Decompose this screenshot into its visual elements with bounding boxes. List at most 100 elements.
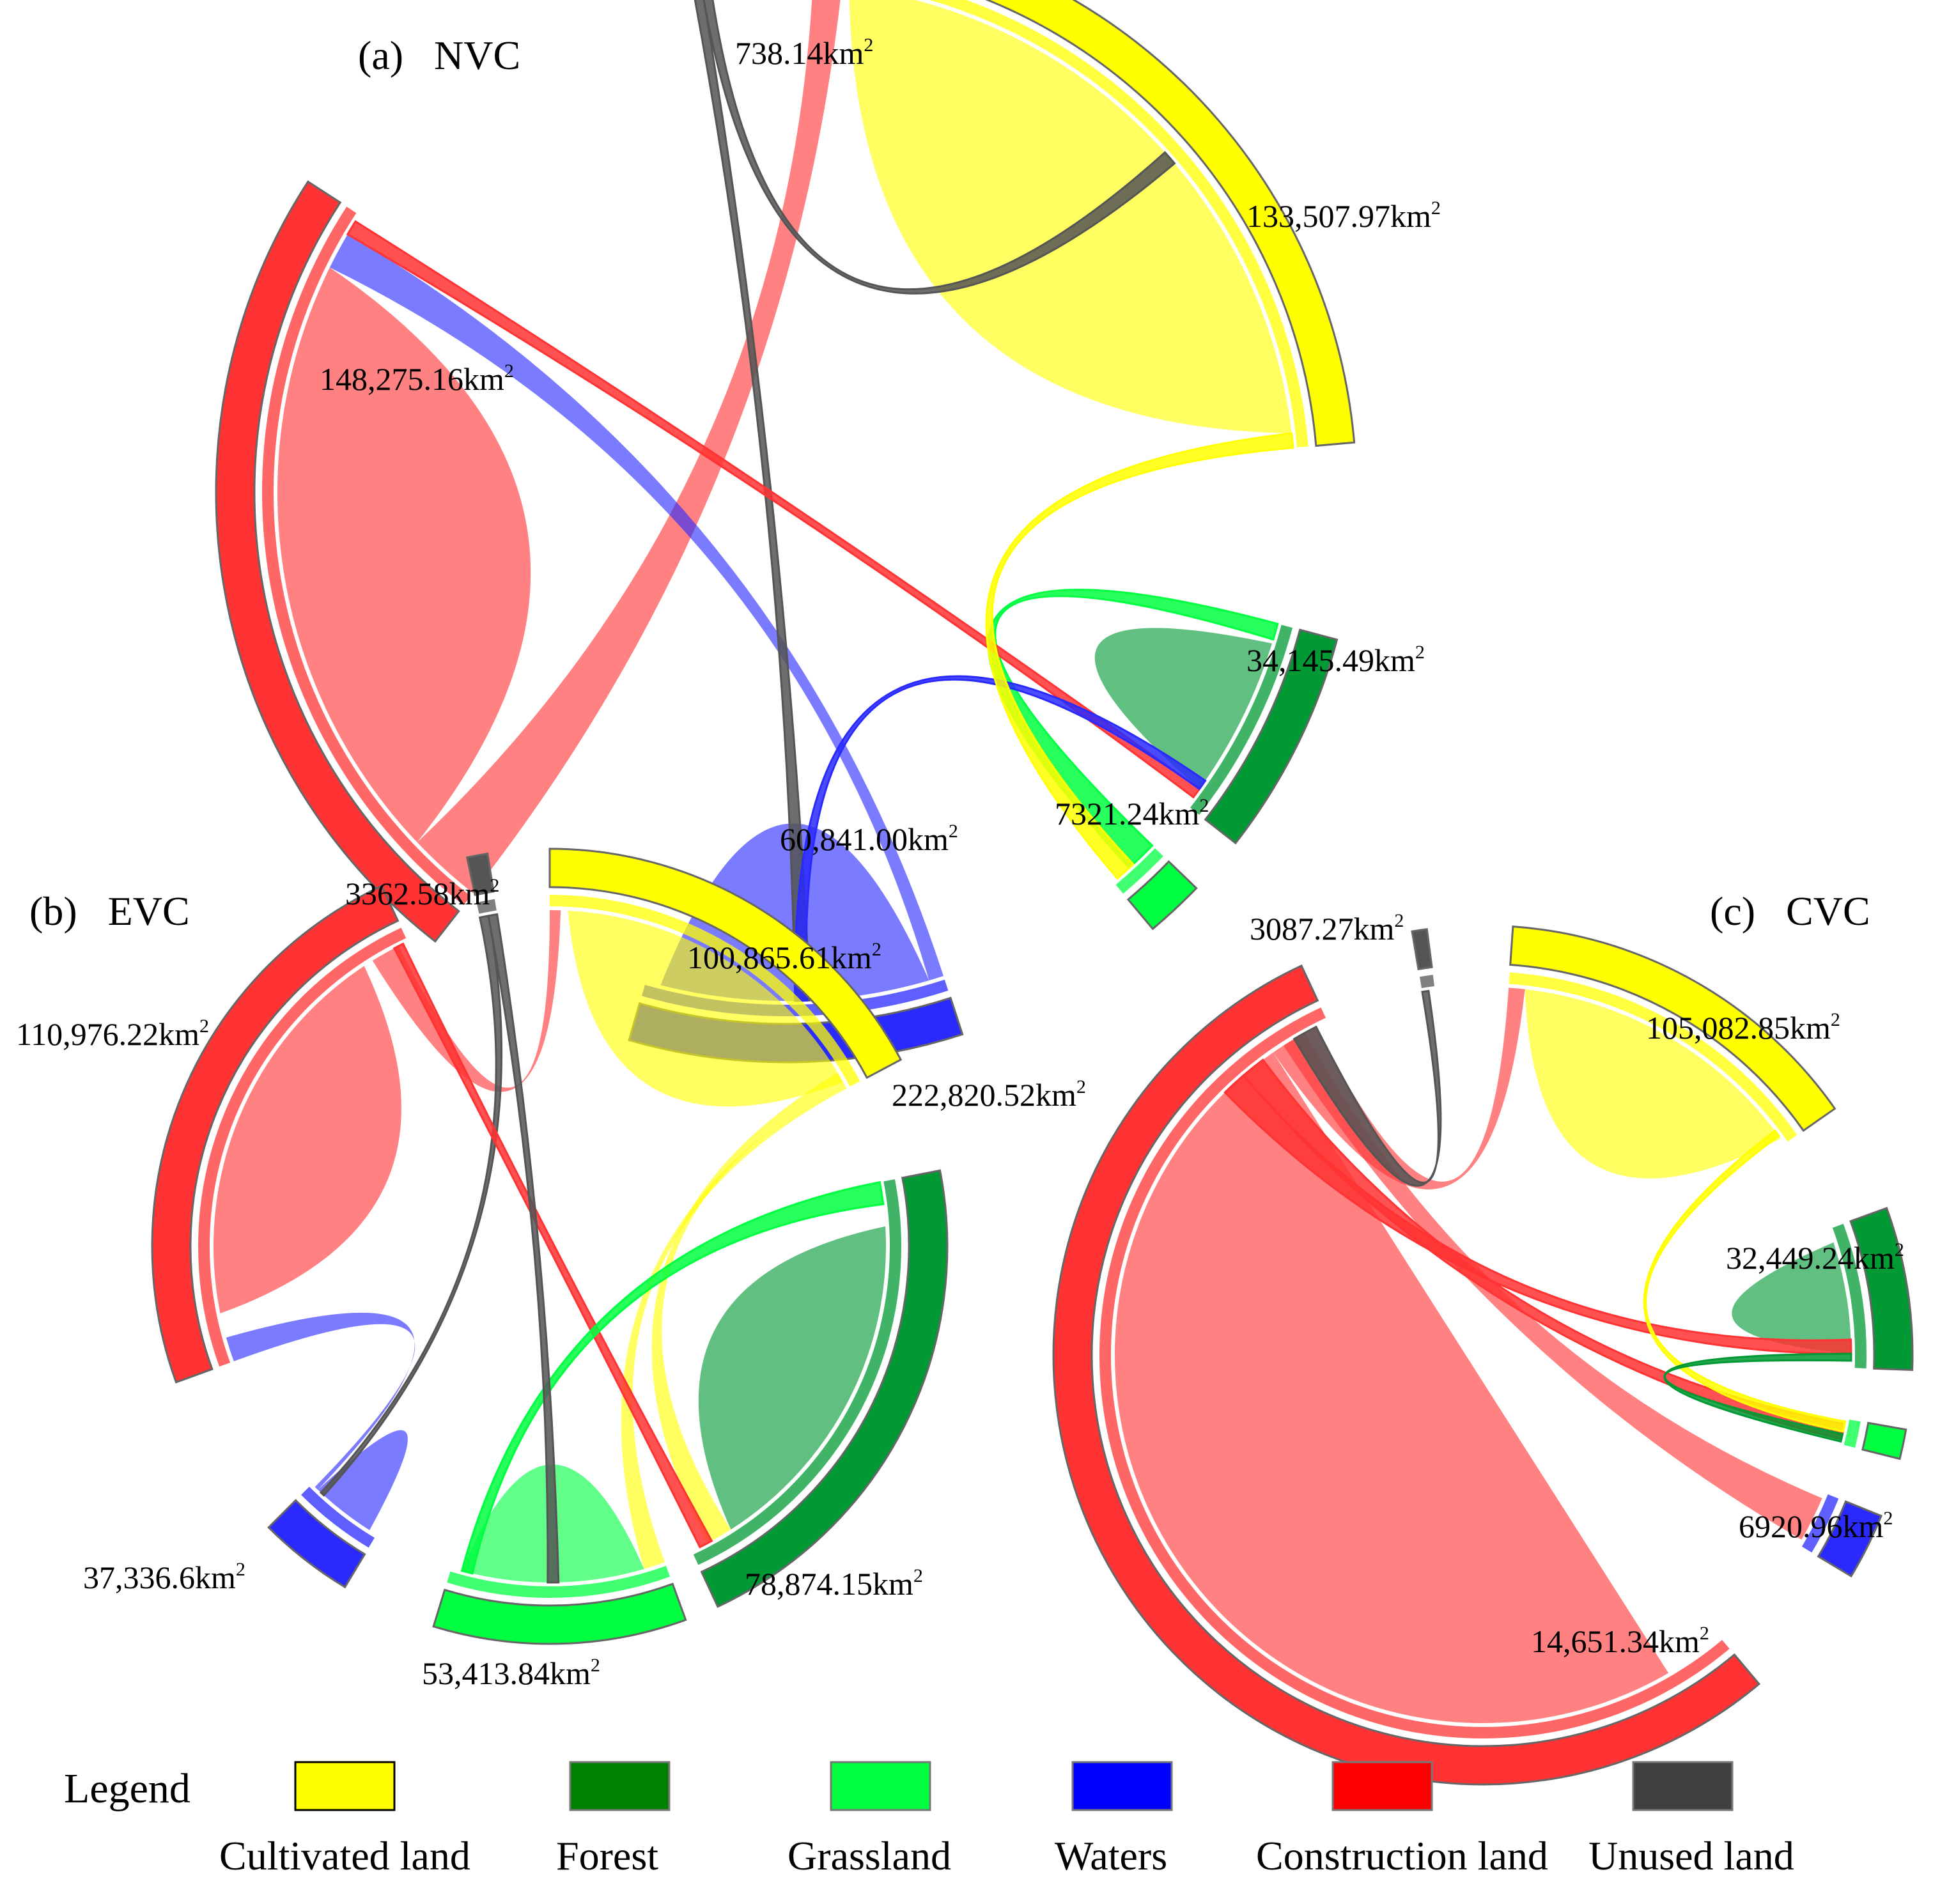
- arc-unused: [465, 852, 495, 897]
- arc-grassland: [432, 1583, 687, 1645]
- value-label-unused: 738.14km2: [735, 35, 873, 71]
- value-label-sup: 2: [591, 1655, 600, 1676]
- value-label-text: 133,507.97km: [1246, 198, 1431, 234]
- chords-2: [1114, 987, 1852, 1724]
- arc-inner-grassland: [447, 1565, 671, 1598]
- arc-cultivated: [548, 848, 903, 1080]
- legend-title: Legend: [64, 1765, 190, 1812]
- chord-unused-to-construction: [1292, 989, 1442, 1187]
- chords-1: [213, 910, 886, 1584]
- chord-forest-to-grassland: [1663, 1352, 1852, 1443]
- arc-inner-forest: [1832, 1223, 1867, 1368]
- arc-inner-unused: [1419, 975, 1435, 988]
- chord-forest-to-forest: [1732, 1242, 1851, 1354]
- arc-cultivated: [1509, 925, 1836, 1133]
- value-label-text: 3087.27km: [1250, 911, 1395, 947]
- value-label-forest: 32,449.24km2: [1726, 1239, 1904, 1276]
- chord-construction-to-waters: [1283, 1032, 1822, 1540]
- chord-construction-to-construction: [1114, 1052, 1669, 1724]
- value-label-sup: 2: [504, 360, 514, 382]
- value-label-sup: 2: [199, 1016, 209, 1037]
- value-label-sup: 2: [1076, 1076, 1086, 1097]
- arc-grassland: [1861, 1421, 1907, 1460]
- value-label-sup: 2: [1431, 197, 1441, 219]
- value-label-text: 738.14km: [735, 35, 864, 71]
- arc-inner-unused: [476, 899, 497, 914]
- panel-cvc: (c) CVC 3087.27km2105,082.85km232,449.24…: [892, 888, 1914, 1786]
- legend-label-cultivated: Cultivated land: [219, 1833, 470, 1878]
- legend-swatch-construction: [1331, 1761, 1433, 1811]
- chord-waters-to-forest: [794, 675, 1207, 1002]
- value-label-construction: 110,976.22km2: [16, 1016, 209, 1052]
- arc-cultivated: [984, 0, 1356, 447]
- value-label-grassland: 7321.24km2: [1055, 795, 1209, 832]
- value-label-text: 14,651.34km: [1531, 1623, 1700, 1659]
- value-label-unused: 3362.58km2: [345, 875, 499, 911]
- arc-construction: [215, 180, 460, 943]
- legend-label-grassland: Grassland: [788, 1833, 951, 1878]
- value-label-text: 100,865.61km: [687, 940, 872, 975]
- arc-inner-cultivated: [550, 895, 860, 1087]
- legend-swatch-waters: [1071, 1761, 1173, 1811]
- chord-construction-to-forest: [392, 942, 713, 1549]
- value-label-text: 60,841.00km: [780, 821, 949, 857]
- value-label-text: 34,145.49km: [1246, 642, 1415, 678]
- value-label-grassland: 6920.96km2: [1739, 1508, 1893, 1544]
- value-label-sup: 2: [1394, 910, 1404, 931]
- chord-construction-to-cultivated: [372, 910, 561, 1092]
- chord-forest-to-forest: [1094, 628, 1272, 789]
- value-label-text: 110,976.22km: [16, 1016, 199, 1052]
- arc-waters: [267, 1499, 366, 1589]
- value-label-sup: 2: [872, 939, 881, 960]
- value-label-text: 37,336.6km: [83, 1560, 236, 1595]
- chord-cultivated-to-cultivated: [1525, 989, 1781, 1179]
- value-label-sup: 2: [1895, 1239, 1904, 1260]
- arc-construction: [1052, 964, 1761, 1786]
- value-label-sup: 2: [236, 1559, 245, 1580]
- panel-title-evc: (b) EVC: [29, 888, 190, 934]
- arc-inner-waters: [301, 1487, 375, 1548]
- panel-evc: (b) EVC 3362.58km2100,865.61km278,874.15…: [16, 848, 949, 1691]
- value-label-unused: 3087.27km2: [1250, 910, 1404, 947]
- chord-unused-to-cultivated: [702, 0, 1176, 295]
- value-label-sup: 2: [1700, 1623, 1709, 1644]
- value-label-text: 7321.24km: [1055, 796, 1200, 832]
- value-label-text: 105,082.85km: [1646, 1010, 1831, 1046]
- value-label-forest: 78,874.15km2: [745, 1565, 923, 1602]
- legend-label-waters: Waters: [1055, 1833, 1167, 1878]
- panel-title-nvc: (a) NVC: [358, 33, 520, 78]
- chord-forest-to-forest: [698, 1226, 886, 1530]
- legend-label-forest: Forest: [556, 1833, 658, 1878]
- value-label-text: 222,820.52km: [892, 1077, 1076, 1113]
- chord-construction-to-cultivated: [417, 0, 841, 894]
- chord-construction-to-construction: [213, 966, 401, 1313]
- legend-label-unused: Unused land: [1588, 1833, 1794, 1878]
- arc-inner-forest: [693, 1179, 901, 1565]
- chord-construction-to-construction: [277, 267, 531, 842]
- value-label-sup: 2: [1883, 1508, 1893, 1529]
- value-label-sup: 2: [490, 875, 499, 896]
- value-label-text: 148,275.16km: [320, 361, 504, 397]
- arc-forest: [1849, 1207, 1914, 1372]
- chord-unused-to-waters: [319, 915, 503, 1497]
- arc-construction: [151, 885, 400, 1384]
- arc-inner-waters: [1801, 1494, 1839, 1553]
- value-label-cultivated: 133,507.97km2: [1246, 197, 1441, 234]
- value-label-sup: 2: [1415, 642, 1425, 663]
- chord-cultivated-to-cultivated: [568, 910, 843, 1107]
- arc-forest: [700, 1169, 949, 1608]
- value-label-waters: 60,841.00km2: [780, 821, 958, 857]
- legend-swatch-cultivated: [294, 1761, 396, 1811]
- legend-swatch-grassland: [830, 1761, 931, 1811]
- arc-forest: [1204, 628, 1339, 845]
- arc-inner-grassland: [1843, 1420, 1861, 1448]
- value-label-text: 78,874.15km: [745, 1566, 913, 1602]
- chord-cultivated-to-grassland: [621, 1082, 847, 1569]
- panel-title-cvc: (c) CVC: [1710, 888, 1870, 934]
- arc-inner-cultivated: [929, 0, 1308, 448]
- legend-swatch-forest: [569, 1761, 671, 1811]
- panel-nvc: (a) NVC 738.14km2133,507.97km234,145.49k…: [215, 0, 1441, 1064]
- value-label-construction: 148,275.16km2: [320, 360, 514, 397]
- value-label-text: 53,413.84km: [422, 1655, 591, 1691]
- value-label-cultivated: 100,865.61km2: [687, 939, 881, 975]
